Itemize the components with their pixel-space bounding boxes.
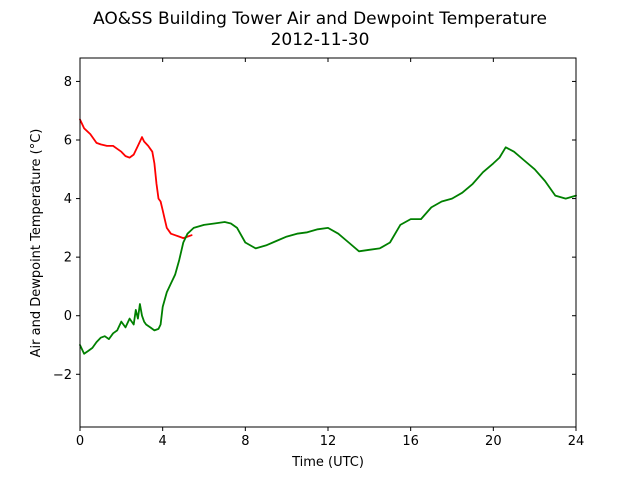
series-line-2 xyxy=(79,146,577,355)
y-tick-label: 2 xyxy=(64,251,72,266)
y-tick-label: 4 xyxy=(64,192,72,207)
x-tick-label: 24 xyxy=(568,434,585,449)
y-tick-label: 6 xyxy=(64,134,72,149)
x-tick-label: 20 xyxy=(485,434,502,449)
chart-subtitle: 2012-11-30 xyxy=(271,30,370,50)
x-tick-label: 8 xyxy=(241,434,249,449)
x-tick-label: 12 xyxy=(320,434,337,449)
x-tick-label: 0 xyxy=(76,434,84,449)
y-tick-label: 8 xyxy=(64,75,72,90)
x-tick-label: 4 xyxy=(159,434,167,449)
y-tick-label: 0 xyxy=(64,309,72,324)
x-axis-label: Time (UTC) xyxy=(291,455,364,470)
plot-area xyxy=(79,118,577,355)
y-tick-label: −2 xyxy=(53,368,72,383)
x-tick-label: 16 xyxy=(402,434,419,449)
y-axis-label: Air and Dewpoint Temperature (°C) xyxy=(29,129,44,358)
series-line-1 xyxy=(79,118,193,239)
chart-title: AO&SS Building Tower Air and Dewpoint Te… xyxy=(93,9,547,29)
